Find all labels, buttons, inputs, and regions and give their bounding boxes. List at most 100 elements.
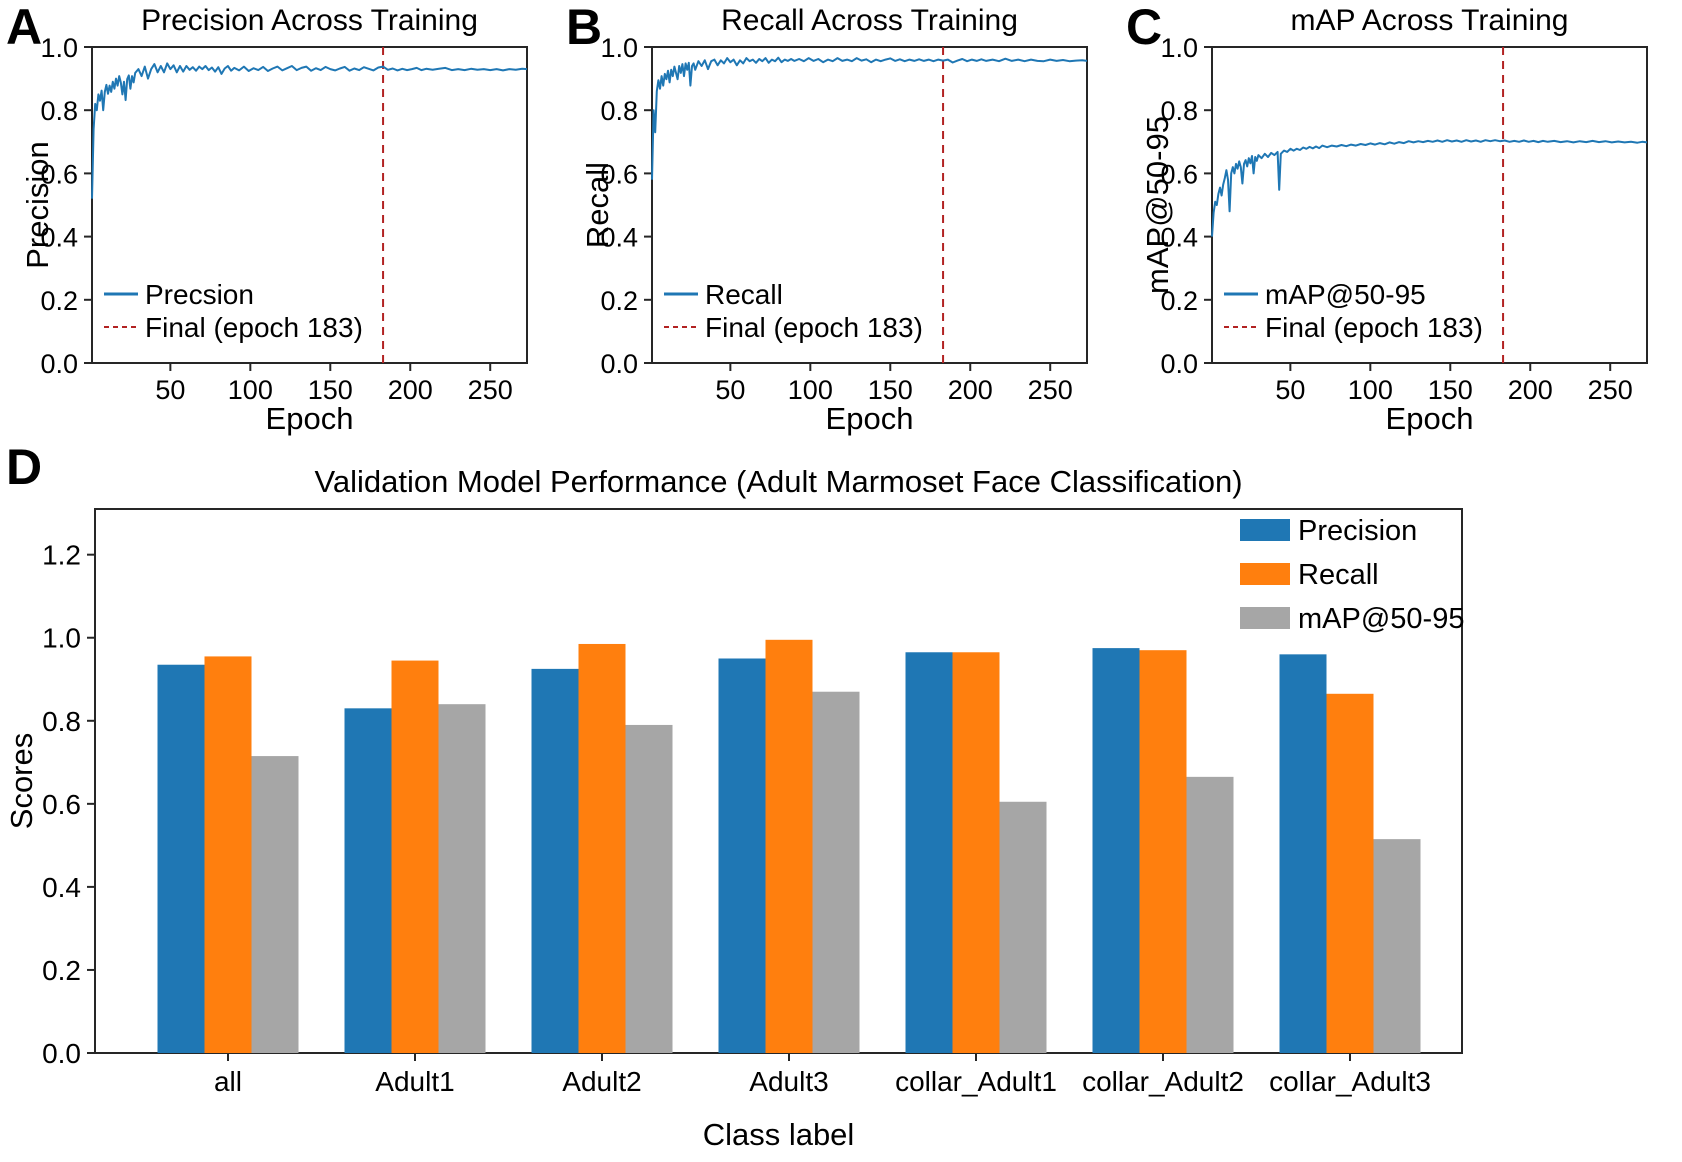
x-tick-label: Adult2	[562, 1066, 641, 1097]
y-tick-label: 1.0	[42, 623, 81, 654]
y-axis-label: Scores	[4, 733, 39, 829]
legend-label-final: Final (epoch 183)	[145, 312, 363, 343]
y-tick-label: 0.6	[40, 159, 78, 189]
plot-border	[91, 46, 528, 364]
bar-map-50-95-adult1	[438, 704, 486, 1053]
y-axis-label: mAP@50-95	[1140, 116, 1175, 294]
legend-swatch-2	[1240, 563, 1290, 585]
x-axis-label: Epoch	[826, 401, 914, 436]
bar-recall-collar_adult3	[1326, 693, 1374, 1053]
metric-line	[91, 62, 528, 199]
bar-precision-collar_adult3	[1279, 654, 1327, 1053]
x-tick-label: Adult1	[375, 1066, 454, 1097]
y-tick-label: 0.4	[40, 223, 78, 253]
y-tick-label: 1.0	[1160, 33, 1198, 63]
y-tick-label: 0.0	[42, 1038, 81, 1069]
bar-recall-collar_adult1	[952, 652, 1000, 1053]
metric-line	[1211, 139, 1648, 237]
bar-precision-all	[157, 664, 205, 1053]
x-tick-label: 100	[1348, 375, 1393, 405]
x-tick-label: 250	[1028, 375, 1073, 405]
map-line-chart: mAP Across Training 0.0 0.2 0.4 0.6 0.8 1.0 50 1…	[1140, 4, 1648, 436]
x-tick-label: 50	[155, 375, 185, 405]
recall-line-chart: Recall Across Training 0.0 0.2 0.4 0.6 0.8 1.0…	[580, 4, 1088, 436]
bar-precision-adult2	[531, 668, 579, 1053]
y-tick-label: 0.8	[42, 706, 81, 737]
y-tick-label: 0.2	[42, 955, 81, 986]
legend-swatch-3	[1240, 607, 1290, 629]
y-tick-label: 0.6	[1160, 159, 1198, 189]
legend-swatch-1	[1240, 519, 1290, 541]
plot-border	[651, 46, 1088, 364]
x-tick-label: 250	[468, 375, 513, 405]
y-tick-label: 0.0	[1160, 349, 1198, 379]
bar-map-50-95-adult3	[812, 691, 860, 1053]
y-tick-label: 0.4	[42, 872, 81, 903]
x-tick-label: 100	[228, 375, 273, 405]
bar-map-50-95-collar_adult1	[999, 801, 1047, 1053]
y-tick-label: 0.6	[42, 789, 81, 820]
bar-map-50-95-collar_adult2	[1186, 776, 1234, 1053]
y-tick-label: 0.8	[40, 96, 78, 126]
bar-recall-all	[204, 656, 252, 1053]
bar-map-50-95-adult2	[625, 724, 673, 1053]
y-tick-label: 0.2	[40, 286, 78, 316]
y-tick-label: 0.0	[600, 349, 638, 379]
legend-label-2: Recall	[1298, 559, 1379, 591]
x-tick-label: 50	[715, 375, 745, 405]
x-axis-label: Epoch	[1386, 401, 1474, 436]
x-tick-label: 200	[1508, 375, 1553, 405]
legend-label-metric: Recall	[705, 279, 783, 310]
panel-c-label: C	[1126, 0, 1163, 55]
x-tick-label: collar_Adult1	[895, 1066, 1057, 1097]
x-tick-label: 200	[948, 375, 993, 405]
chart-title: Precision Across Training	[141, 4, 478, 37]
panel-b: B Recall Across Training 0.0 0.2 0.4 0.6 0.8 1…	[560, 0, 1120, 440]
y-tick-label: 0.0	[40, 349, 78, 379]
y-tick-label: 0.6	[600, 159, 638, 189]
panel-a-label: A	[6, 0, 43, 55]
x-tick-label: 250	[1588, 375, 1633, 405]
x-axis-label: Class label	[703, 1117, 855, 1152]
x-tick-label: Adult3	[749, 1066, 828, 1097]
y-tick-label: 0.2	[600, 286, 638, 316]
x-tick-label: 150	[1428, 375, 1473, 405]
y-tick-label: 1.0	[40, 33, 78, 63]
bar-map-50-95-collar_adult3	[1373, 839, 1421, 1053]
x-tick-label: 100	[788, 375, 833, 405]
bar-precision-collar_adult2	[1092, 648, 1140, 1053]
legend-label-metric: Precsion	[145, 279, 254, 310]
x-tick-label: 150	[308, 375, 353, 405]
chart-title: mAP Across Training	[1291, 4, 1569, 37]
y-tick-label: 0.2	[1160, 286, 1198, 316]
x-tick-label: collar_Adult3	[1269, 1066, 1431, 1097]
bar-precision-adult1	[344, 708, 392, 1053]
x-tick-label: all	[214, 1066, 242, 1097]
panel-b-label: B	[566, 0, 603, 55]
legend-label-final: Final (epoch 183)	[1265, 312, 1483, 343]
precision-line-chart: Precision Across Training 0.0 0.2 0.4 0.6 0.8…	[20, 4, 528, 436]
chart-title: Recall Across Training	[721, 4, 1018, 37]
bar-precision-collar_adult1	[905, 652, 953, 1053]
y-tick-label: 0.8	[600, 96, 638, 126]
x-tick-label: collar_Adult2	[1082, 1066, 1244, 1097]
y-axis-label: Recall	[580, 162, 615, 248]
x-tick-label: 150	[868, 375, 913, 405]
validation-bar-chart: Validation Model Performance (Adult Marm…	[4, 464, 1464, 1152]
y-tick-label: 0.8	[1160, 96, 1198, 126]
panel-a: A Precision Across Training 0.0 0.2 0.4 0.6 0…	[0, 0, 560, 440]
x-axis-label: Epoch	[266, 401, 354, 436]
panel-d-label: D	[6, 439, 43, 495]
bar-recall-adult3	[765, 639, 813, 1053]
plot-border	[1211, 46, 1648, 364]
bar-recall-adult1	[391, 660, 439, 1053]
y-axis-label: Precision	[20, 141, 55, 269]
panel-d: D Validation Model Performance (Adult Ma…	[0, 420, 1682, 1162]
y-tick-label: 1.0	[600, 33, 638, 63]
legend-label-metric: mAP@50-95	[1265, 279, 1426, 310]
y-tick-label: 0.4	[1160, 223, 1198, 253]
legend-label-3: mAP@50-95	[1298, 603, 1464, 635]
chart-title: Validation Model Performance (Adult Marm…	[314, 464, 1242, 499]
bar-map-50-95-all	[251, 756, 299, 1053]
